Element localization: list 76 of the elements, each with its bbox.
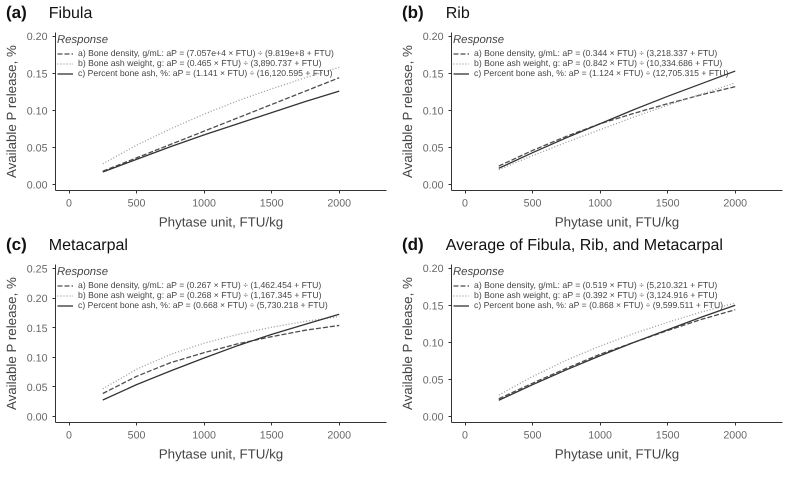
y-tick-label: 0.00 bbox=[422, 180, 444, 192]
x-tick-label: 0 bbox=[462, 430, 468, 442]
line-series bbox=[102, 324, 340, 394]
legend-label: a) Bone density, g/mL: aP = (7.057e+4 × FTU) ÷ (9.819e+8 + FTU) bbox=[78, 48, 334, 58]
y-tick-label: 0.05 bbox=[26, 142, 48, 154]
y-tick-label: 0.15 bbox=[26, 68, 48, 80]
x-tick-label: 0 bbox=[462, 198, 468, 210]
legend-label: c) Percent bone ash, %: aP = (0.668 × FTU) ÷ (5,730.218 + FTU) bbox=[78, 300, 328, 310]
y-tick-label: 0.05 bbox=[422, 374, 444, 386]
legend-label: c) Percent bone ash, %: aP = (1.141 × FTU) ÷ (16,120.595 + FTU) bbox=[78, 68, 333, 78]
x-tick-label: 2000 bbox=[327, 430, 352, 442]
y-tick-label: 0.20 bbox=[422, 263, 444, 276]
legend-label: c) Percent bone ash, %: aP = (0.868 × FTU) ÷ (9,599.511 + FTU) bbox=[474, 300, 724, 310]
y-tick-label: 0.05 bbox=[26, 382, 48, 394]
x-tick-label: 500 bbox=[128, 430, 146, 442]
chart-title: Rib bbox=[446, 5, 470, 22]
legend-label: b) Bone ash weight, g: aP = (0.392 × FTU) ÷ (3,124.916 + FTU) bbox=[474, 290, 718, 300]
y-tick-label: 0.10 bbox=[26, 352, 48, 364]
line-series bbox=[102, 314, 340, 401]
y-axis-title: Available P release, % bbox=[4, 277, 19, 410]
x-tick-label: 500 bbox=[524, 430, 542, 442]
y-tick-label: 0.25 bbox=[26, 264, 48, 276]
x-tick-label: 1000 bbox=[588, 430, 612, 442]
x-tick-label: 1000 bbox=[192, 198, 216, 210]
x-tick-label: 1500 bbox=[260, 430, 284, 442]
y-axis-title: Available P release, % bbox=[400, 45, 415, 178]
legend-title: Response bbox=[453, 34, 506, 46]
y-tick-label: 0.20 bbox=[26, 293, 48, 306]
y-tick-label: 0.10 bbox=[422, 337, 444, 350]
x-tick-label: 1500 bbox=[260, 198, 284, 210]
x-tick-label: 1500 bbox=[656, 198, 680, 210]
y-tick-label: 0.00 bbox=[26, 180, 48, 192]
text: (c) bbox=[6, 235, 27, 254]
x-tick-label: 0 bbox=[66, 198, 72, 210]
x-tick-label: 2000 bbox=[327, 198, 352, 210]
x-tick-label: 0 bbox=[66, 430, 72, 442]
y-tick-label: 0.20 bbox=[422, 31, 444, 44]
text: (b) bbox=[402, 3, 424, 22]
y-tick-label: 0.10 bbox=[26, 105, 48, 118]
y-tick-label: 0.20 bbox=[26, 31, 48, 44]
y-axis-title: Available P release, % bbox=[4, 45, 19, 178]
y-axis-title: Available P release, % bbox=[400, 277, 415, 410]
legend-label: b) Bone ash weight, g: aP = (0.268 × FTU) ÷ (1,167.345 + FTU) bbox=[78, 290, 322, 300]
y-tick-label: 0.00 bbox=[422, 412, 444, 424]
x-tick-label: 500 bbox=[128, 198, 146, 210]
x-axis-title: Phytase unit, FTU/kg bbox=[158, 214, 284, 230]
x-tick-label: 1000 bbox=[192, 430, 216, 442]
y-tick-label: 0.00 bbox=[26, 412, 48, 424]
text: (d) bbox=[402, 235, 424, 254]
legend-label: a) Bone density, g/mL: aP = (0.267 × FTU) ÷ (1,462.454 + FTU) bbox=[78, 280, 322, 290]
legend-title: Response bbox=[453, 266, 506, 278]
legend-title: Response bbox=[57, 266, 110, 278]
chart-title: Metacarpal bbox=[48, 237, 128, 254]
y-tick-label: 0.05 bbox=[422, 142, 444, 154]
x-tick-label: 500 bbox=[524, 198, 542, 210]
x-tick-label: 2000 bbox=[723, 430, 748, 442]
legend-title: Response bbox=[57, 34, 110, 46]
chart-title: Average of Fibula, Rib, and Metacarpal bbox=[446, 237, 723, 254]
x-tick-label: 1500 bbox=[656, 430, 680, 442]
x-axis-title: Phytase unit, FTU/kg bbox=[158, 446, 284, 462]
y-tick-label: 0.10 bbox=[422, 105, 444, 118]
legend-label: a) Bone density, g/mL: aP = (0.344 × FTU) ÷ (3,218.337 + FTU) bbox=[474, 48, 718, 58]
legend-label: a) Bone density, g/mL: aP = (0.519 × FTU) ÷ (5,210.321 + FTU) bbox=[474, 280, 718, 290]
x-axis-title: Phytase unit, FTU/kg bbox=[554, 446, 680, 462]
x-axis-title: Phytase unit, FTU/kg bbox=[554, 214, 680, 230]
legend-label: b) Bone ash weight, g: aP = (0.465 × FTU) ÷ (3,890.737 + FTU) bbox=[78, 58, 322, 68]
y-tick-label: 0.15 bbox=[422, 68, 444, 80]
legend-label: b) Bone ash weight, g: aP = (0.842 × FTU) ÷ (10,334.686 + FTU) bbox=[474, 58, 722, 68]
x-tick-label: 1000 bbox=[588, 198, 612, 210]
x-tick-label: 2000 bbox=[723, 198, 748, 210]
line-series bbox=[102, 316, 340, 390]
y-tick-label: 0.15 bbox=[422, 300, 444, 312]
chart-title: Fibula bbox=[48, 5, 92, 22]
text: (a) bbox=[6, 3, 27, 22]
legend-label: c) Percent bone ash, %: aP = (1.124 × FTU) ÷ (12,705.315 + FTU) bbox=[474, 68, 729, 78]
y-tick-label: 0.15 bbox=[26, 322, 48, 335]
